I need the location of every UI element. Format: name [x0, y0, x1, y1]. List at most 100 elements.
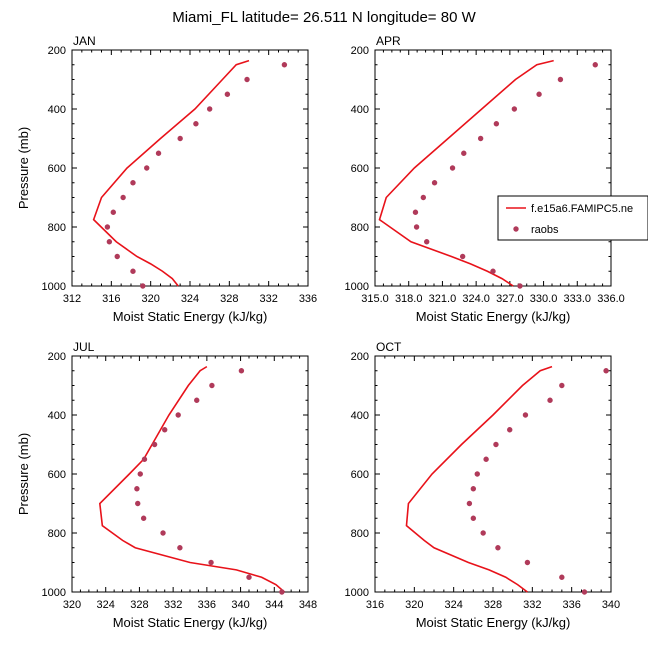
obs-point: [281, 62, 288, 68]
x-tick-label: 340: [602, 599, 620, 611]
panel-jan: JAN 312 316 320 324 328 332 336 200 400 600 800 1000…: [16, 34, 317, 324]
x-tick-label: 320: [141, 293, 159, 305]
y-axis-label: Pressure (mb): [16, 127, 31, 209]
y-tick-label: 400: [351, 104, 369, 116]
obs-point: [209, 382, 215, 389]
figure-title: Miami_FL latitude= 26.511 N longitude= 8…: [172, 9, 476, 26]
obs-point: [424, 239, 430, 245]
y-axis-label: Pressure (mb): [16, 433, 31, 515]
obs-point: [522, 412, 529, 418]
obs-point: [120, 194, 126, 201]
y-tick-label: 1000: [42, 281, 66, 293]
y-tick-label: 400: [48, 410, 66, 422]
panel-label: JAN: [73, 34, 96, 48]
plot-frame: [374, 49, 612, 287]
obs-point: [517, 283, 523, 289]
obs-point: [114, 253, 120, 260]
x-tick-label: 320: [405, 599, 423, 611]
obs-point: [449, 165, 456, 171]
x-tick-label: 336: [198, 599, 216, 611]
obs-point: [160, 530, 166, 536]
obs-point: [470, 515, 477, 521]
x-tick-label: 332: [259, 293, 277, 305]
x-tick-label: 324: [181, 293, 199, 305]
x-tick-label: 327.0: [496, 293, 524, 305]
y-tick-label: 600: [48, 469, 66, 481]
x-tick-label: 328: [484, 599, 502, 611]
legend-obs-label: raobs: [531, 224, 559, 236]
legend-model-label: f.e15a6.FAMIPC5.ne: [531, 203, 633, 215]
obs-point: [144, 165, 150, 171]
obs-point: [559, 382, 565, 389]
obs-point: [490, 268, 496, 274]
plot-frame: [71, 49, 309, 287]
obs-point: [536, 91, 542, 97]
obs-point: [175, 412, 181, 418]
x-tick-label: 315.0: [361, 293, 389, 305]
obs-point: [162, 427, 168, 433]
x-tick-label: 318.0: [395, 293, 423, 305]
obs-point: [130, 268, 136, 274]
panel-jul: JUL 320 324 328 332 336 340 344 348 200 400 600 800 1…: [16, 340, 317, 630]
legend: f.e15a6.FAMIPC5.ne raobs: [497, 195, 648, 241]
obs-point: [413, 224, 420, 230]
model-series-line: [378, 59, 554, 287]
plot-frame: [374, 355, 612, 593]
x-tick-label: 320: [63, 599, 81, 611]
obs-point: [431, 180, 438, 186]
x-tick-label: 332: [523, 599, 541, 611]
obs-point: [493, 121, 500, 127]
obs-point: [477, 135, 484, 142]
y-tick-label: 800: [351, 528, 369, 540]
obs-point: [134, 486, 140, 492]
obs-point: [194, 397, 200, 403]
obs-point: [106, 239, 113, 245]
x-tick-label: 324.0: [462, 293, 490, 305]
obs-point: [603, 368, 609, 374]
obs-point: [177, 135, 183, 142]
panel-oct: OCT 316 320 324 328 332 336 340 200 400 600 800 1000…: [345, 340, 621, 630]
obs-point: [155, 150, 162, 156]
y-tick-label: 800: [351, 222, 369, 234]
obs-point: [177, 545, 183, 551]
obs-point: [557, 76, 564, 83]
x-tick-label: 324: [97, 599, 115, 611]
x-tick-label: 312: [63, 293, 81, 305]
y-tick-label: 1000: [345, 281, 369, 293]
legend-obs-swatch: [513, 226, 519, 232]
obs-point: [246, 574, 252, 580]
panel-label: APR: [376, 34, 401, 48]
obs-point: [461, 150, 467, 156]
obs-point: [459, 253, 466, 260]
obs-point: [559, 574, 565, 580]
x-tick-label: 321.0: [429, 293, 457, 305]
x-tick-label: 328: [130, 599, 148, 611]
x-tick-label: 316: [366, 599, 384, 611]
y-tick-label: 600: [48, 163, 66, 175]
model-series-line: [98, 365, 285, 593]
x-tick-label: 348: [299, 599, 317, 611]
y-tick-label: 1000: [42, 587, 66, 599]
obs-point: [104, 224, 111, 230]
obs-point: [140, 515, 147, 521]
obs-point: [480, 530, 486, 536]
x-tick-label: 333.0: [564, 293, 592, 305]
panel-label: JUL: [73, 340, 95, 354]
obs-point: [130, 180, 136, 186]
panel-label: OCT: [376, 340, 402, 354]
legend-box: [497, 195, 648, 241]
obs-point: [238, 368, 245, 374]
y-tick-label: 400: [48, 104, 66, 116]
obs-point: [206, 106, 213, 112]
x-axis-label: Moist Static Energy (kJ/kg): [113, 309, 268, 324]
obs-point: [495, 545, 501, 551]
obs-point: [412, 209, 419, 215]
obs-point: [511, 106, 518, 112]
obs-point: [208, 559, 214, 566]
y-tick-label: 200: [351, 45, 369, 57]
model-series-line: [92, 59, 250, 287]
y-tick-label: 800: [48, 528, 66, 540]
y-tick-label: 200: [351, 351, 369, 363]
obs-point: [137, 471, 143, 477]
